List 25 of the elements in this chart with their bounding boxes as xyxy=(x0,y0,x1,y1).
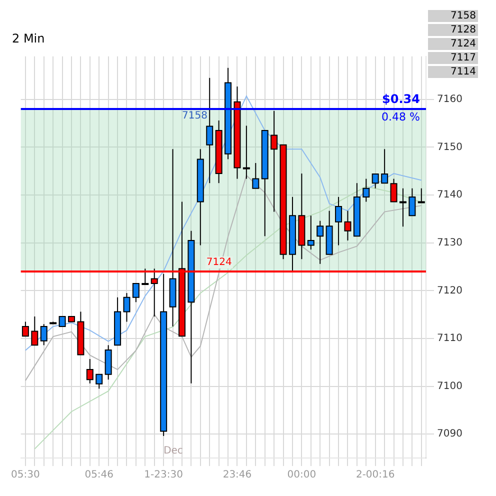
y-tick-label: 7100 xyxy=(437,380,462,392)
text: 7158 xyxy=(450,10,476,22)
chart-title: 2 Min xyxy=(12,31,45,46)
y-tick-label: 7150 xyxy=(437,142,462,153)
x-tick-label: 2-00:16 xyxy=(356,470,395,481)
x-tick-label: 23:46 xyxy=(222,470,252,481)
annotation: $0.34 xyxy=(382,92,420,106)
y-tick-label: 7160 xyxy=(437,94,462,106)
annotation: 0.48 % xyxy=(382,110,420,124)
x-tick-label: 1-23:30 xyxy=(144,470,183,481)
annotation: Dec xyxy=(164,446,183,457)
band-label: 7158 xyxy=(182,110,208,122)
y-tick-label: 7130 xyxy=(437,237,462,248)
text: 7114 xyxy=(450,66,476,78)
y-tick-label: 7090 xyxy=(437,428,462,440)
y-tick-label: 7140 xyxy=(437,190,462,201)
text: 7128 xyxy=(450,24,476,36)
y-tick-label: 7110 xyxy=(437,333,462,344)
x-tick-label: 05:46 xyxy=(84,470,114,481)
text: 7124 xyxy=(450,38,476,50)
ref-line-label: 7124 xyxy=(206,257,232,268)
text: 7117 xyxy=(450,52,476,64)
x-tick-label: 00:00 xyxy=(287,470,316,481)
y-tick-label: 7120 xyxy=(437,285,462,296)
x-tick-label: 05:30 xyxy=(11,470,40,481)
